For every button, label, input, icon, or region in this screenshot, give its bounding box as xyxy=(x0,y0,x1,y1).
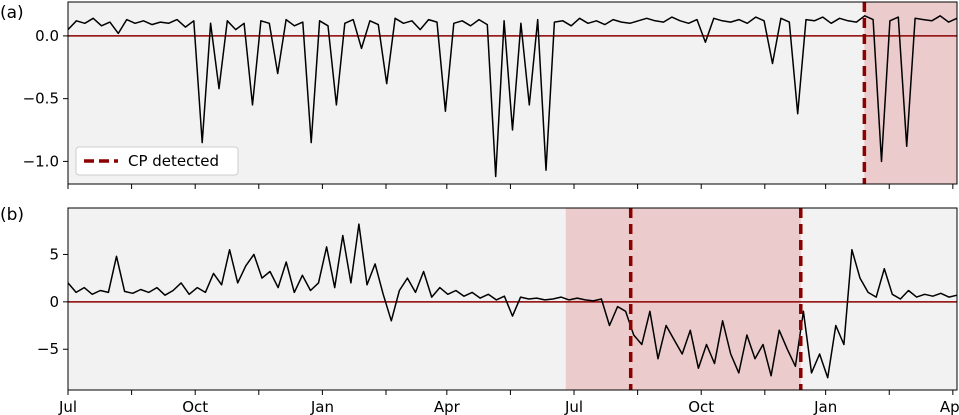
panel-b-ticks: 5 0 −5 Jul Oct Jan Apr Jul Oct Jan Apr xyxy=(37,245,959,415)
y-tick-label-0: 0.0 xyxy=(35,27,59,45)
x-tick-label-12: Jan xyxy=(813,398,837,415)
x-tick-label-6: Apr xyxy=(434,398,461,415)
panel-b-shaded-regions xyxy=(565,208,801,390)
shaded-region-0 xyxy=(565,208,801,390)
panel-a-ticks: 0.0 −0.5 −1.0 xyxy=(23,27,954,189)
legend-box xyxy=(75,146,239,176)
panel-b-background xyxy=(68,208,957,390)
y-tick-label-2: −5 xyxy=(37,340,59,358)
x-tick-label-0: Jul xyxy=(58,398,77,415)
x-tick-label-14: Apr xyxy=(940,398,959,415)
panel-b-frame xyxy=(67,207,958,391)
y-tick-label-1: 0 xyxy=(49,293,59,311)
y-tick-label-0: 5 xyxy=(49,245,59,263)
x-tick-label-10: Oct xyxy=(688,398,714,415)
y-tick-label-2: −1.0 xyxy=(23,152,59,170)
panel-b-label: (b) xyxy=(0,205,24,225)
panel-b-series-line xyxy=(67,223,958,379)
panel-b-change-points xyxy=(628,208,803,390)
x-tick-label-8: Jul xyxy=(564,398,583,415)
x-tick-label-4: Jan xyxy=(310,398,334,415)
legend-entry-cp: CP detected xyxy=(128,152,219,170)
panel-b: 5 0 −5 Jul Oct Jan Apr Jul Oct Jan Apr (b) xyxy=(0,205,959,415)
panel-a-frame xyxy=(67,1,958,185)
x-tick-label-2: Oct xyxy=(182,398,208,415)
y-tick-label-1: −0.5 xyxy=(23,90,59,108)
panel-a-label: (a) xyxy=(0,3,24,23)
panel-a: 0.0 −0.5 −1.0 (a) CP detected xyxy=(0,1,958,189)
panel-a-series-line xyxy=(67,15,958,178)
legend: CP detected xyxy=(75,146,239,176)
